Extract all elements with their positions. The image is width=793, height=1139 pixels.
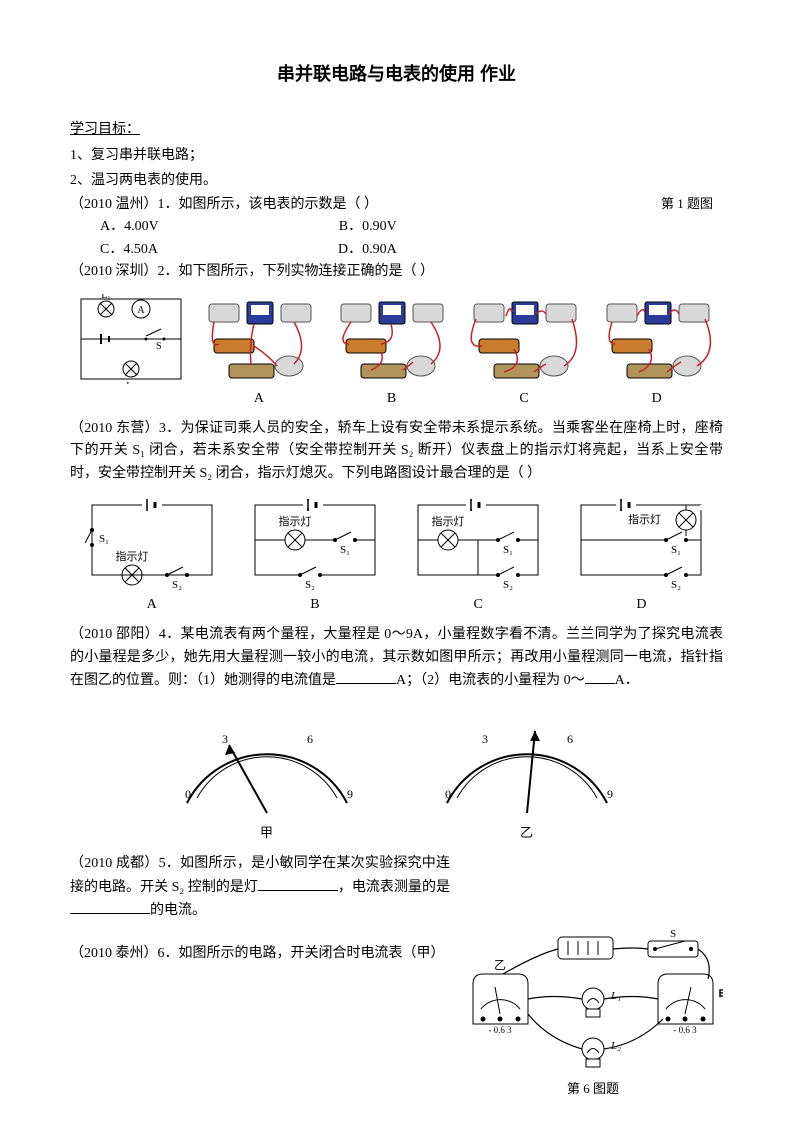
q2-label-c: C [464, 388, 584, 410]
q2-label-a: A [199, 388, 319, 410]
q2-schematic-icon: L₁ A L₂ S [76, 294, 186, 384]
svg-text:S₂: S₂ [305, 579, 315, 590]
q5-stem: （2010 成都）5．如图所示，是小敏同学在某次实验探究中连接的电路。开关 S₂… [70, 853, 450, 922]
svg-text:S₁: S₁ [671, 544, 681, 556]
q2-option-d-diagram [597, 294, 717, 384]
q2-figure-row: L₁ A L₂ S [70, 294, 723, 384]
q2-option-c-diagram [464, 294, 584, 384]
q3-label-c: C [403, 594, 553, 616]
svg-text:S₁: S₁ [340, 544, 350, 556]
svg-text:L₁: L₁ [610, 990, 621, 1002]
q2-stem: （2010 深圳）2．如下图所示，下列实物连接正确的是（ ） [70, 261, 723, 283]
objectives-header: 学习目标： [70, 119, 723, 141]
svg-text:L₁: L₁ [101, 294, 111, 301]
q6-figure-caption: 第 6 图题 [463, 1079, 723, 1100]
svg-text:3: 3 [482, 732, 488, 746]
svg-text:指示灯: 指示灯 [278, 514, 311, 528]
q2-label-b: B [331, 388, 451, 410]
svg-text:0: 0 [445, 787, 451, 801]
q4-gauge-row: 0 3 6 9 甲 0 3 6 9 乙 [70, 703, 723, 844]
q4-gauge-a-icon: 0 3 6 9 [167, 703, 367, 823]
q1-choice-b: B．0.90V [339, 216, 397, 238]
q1-choice-c: C．4.50A [100, 239, 158, 261]
q4-stem: （2010 邵阳）4．某电流表有两个量程，大量程是 0～9A，小量程数字看不清。… [70, 624, 723, 692]
q3-option-a-diagram: S₁ 指示灯 S₂ [77, 495, 227, 590]
svg-text:- 0.6 3: - 0.6 3 [673, 1025, 697, 1035]
q4-gauge-b-icon: 0 3 6 9 [427, 703, 627, 823]
svg-text:A: A [138, 305, 146, 316]
svg-text:S₁: S₁ [99, 533, 109, 545]
q4-gauge-b-caption: 乙 [427, 823, 627, 844]
q2-option-b-diagram [331, 294, 451, 384]
svg-text:- 0.6 3: - 0.6 3 [488, 1025, 512, 1035]
svg-text:6: 6 [567, 732, 573, 746]
objective-1: 1、复习串并联电路； [70, 145, 723, 167]
q3-label-b: B [240, 594, 390, 616]
svg-text:0: 0 [185, 787, 191, 801]
q4-gauge-a-caption: 甲 [167, 823, 367, 844]
svg-text:甲: 甲 [718, 988, 723, 1002]
q6-circuit-icon: S 乙 - 0.6 3 甲 - 0.6 3 L₁ L₂ [463, 929, 723, 1079]
q2-label-d: D [597, 388, 717, 410]
q1-choice-a: A．4.00V [100, 216, 159, 238]
svg-text:S₁: S₁ [503, 544, 513, 556]
page-title: 串并联电路与电表的使用 作业 [70, 60, 723, 89]
svg-text:S₂: S₂ [671, 579, 681, 590]
q3-label-d: D [566, 594, 716, 616]
q3-label-a: A [77, 594, 227, 616]
q3-option-d-diagram: 指示灯 S₁ S₂ [566, 495, 716, 590]
q1-figure-caption: 第 1 题图 [661, 194, 713, 215]
svg-text:S₂: S₂ [503, 579, 513, 590]
q3-stem: （2010 东营）3．为保证司乘人员的安全，轿车上设有安全带未系提示系统。当乘客… [70, 418, 723, 485]
q6-figure: S 乙 - 0.6 3 甲 - 0.6 3 L₁ L₂ 第 6 图题 [463, 929, 723, 1100]
svg-text:L₂: L₂ [126, 381, 136, 384]
svg-text:6: 6 [307, 732, 313, 746]
svg-text:指示灯: 指示灯 [115, 549, 148, 563]
svg-text:指示灯: 指示灯 [432, 514, 465, 528]
q3-option-c-diagram: 指示灯 S₁ S₂ [403, 495, 553, 590]
objective-2: 2、温习两电表的使用。 [70, 170, 723, 192]
svg-text:S: S [156, 341, 162, 352]
svg-text:9: 9 [607, 787, 613, 801]
q1-stem: （2010 温州）1．如图所示，该电表的示数是（ ） [70, 194, 723, 216]
svg-text:乙: 乙 [494, 958, 506, 972]
q2-option-a-diagram [199, 294, 319, 384]
q1-choice-d: D．0.90A [338, 239, 397, 261]
svg-text:S: S [670, 929, 676, 940]
svg-text:指示灯: 指示灯 [628, 512, 661, 526]
svg-text:9: 9 [347, 787, 353, 801]
svg-text:3: 3 [222, 732, 228, 746]
svg-text:S₂: S₂ [172, 579, 182, 590]
q3-figure-row: S₁ 指示灯 S₂ 指示灯 S₁ [70, 495, 723, 590]
q3-option-b-diagram: 指示灯 S₁ S₂ [240, 495, 390, 590]
